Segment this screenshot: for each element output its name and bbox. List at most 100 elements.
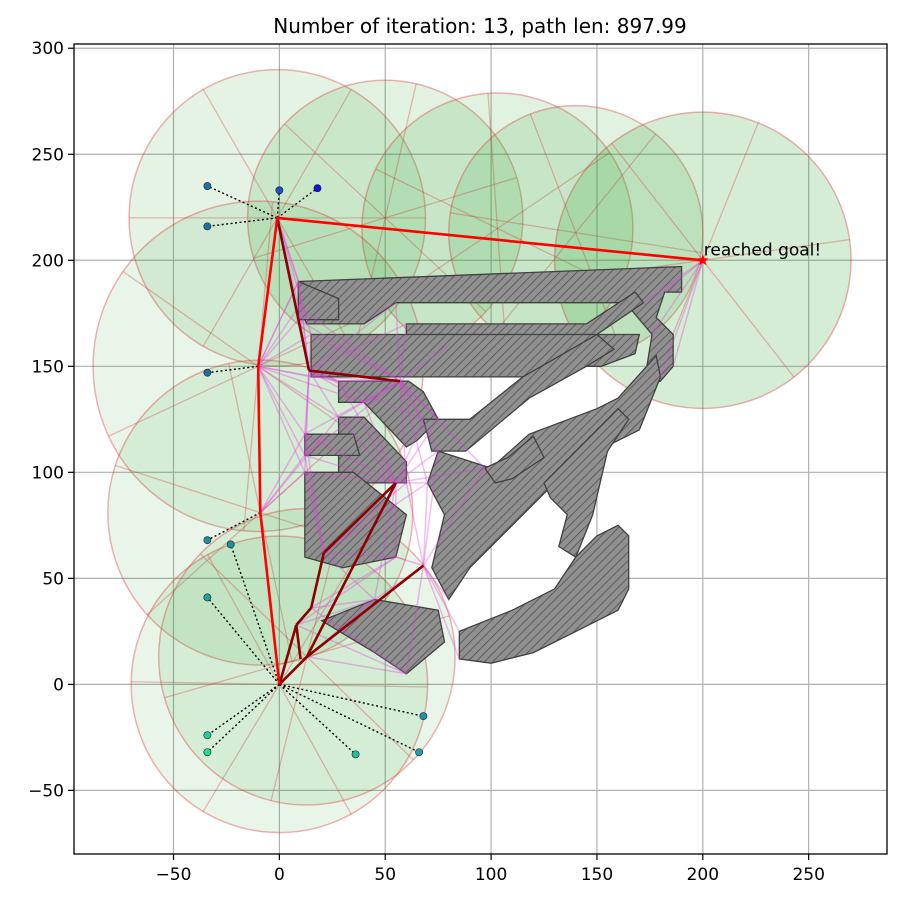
trial-path-88 [308,334,312,371]
sensor-ray-8-0 [199,553,308,658]
trial-path-75 [399,381,408,483]
axes-border [73,43,888,855]
trial-path-92 [308,369,424,421]
sensor-ray-7-2 [202,684,280,812]
x-tick-label-3: 100 [475,865,507,885]
trial-path-83 [308,302,397,372]
y-tick-label-4: 150 [32,357,64,377]
trial-path-87 [308,323,407,372]
trial-path-27 [296,598,375,626]
sensor-ray-6-3 [259,512,293,663]
trial-path-29 [310,556,397,609]
trial-path-68 [399,344,450,382]
x-tick-label-5: 200 [687,865,719,885]
axes-frame [73,43,888,855]
obstacle-1 [297,280,340,321]
trial-path-72 [399,380,439,420]
axis-ticks: −50 0 50 100 150 200 250 −50 0 50 100 150 200 250 300 [28,39,825,885]
trial-path-48 [304,471,396,484]
trial-path-1 [259,433,306,513]
y-tick-label-0: −50 [28,781,64,801]
sample-point-10 [351,750,360,759]
sensor-ray-1-2 [284,123,386,219]
sensor-ray-3-2 [450,212,576,234]
trial-path-90 [308,369,365,404]
trial-path-80 [399,380,429,484]
sensor-ray-2-0 [497,152,611,230]
tree-edge-3 [322,481,397,554]
sensor-ray-8-3 [306,656,414,761]
trial-path-81 [399,380,486,469]
tree-edge-4 [278,655,308,686]
trial-path-93 [304,370,310,435]
chart-title: Number of iteration: 13, path len: 897.9… [273,14,687,38]
best-path-line [256,216,703,685]
trial-path-4 [257,281,300,367]
trial-path-6 [257,281,300,367]
x-tick-label-4: 150 [581,865,613,885]
trial-path-60 [405,565,425,674]
sensor-ray-6-2 [146,512,261,616]
tree-edge-9 [308,369,401,383]
plot-area [92,68,852,834]
sample-point-8 [203,731,212,740]
trial-path-13 [257,365,306,435]
trial-path-20 [276,217,312,335]
x-tick-label-1: 0 [274,865,285,885]
sensor-ray-0-1 [276,89,352,219]
goal-annotation: reached goal! [704,240,821,260]
trial-path-21 [664,259,704,293]
sensor-ray-4-4 [702,259,795,378]
sample-link-2 [276,187,318,219]
trial-path-63 [422,565,461,660]
trial-path-56 [422,451,439,566]
sample-link-8 [206,683,280,736]
trial-path-61 [422,467,486,567]
trial-path-69 [310,333,401,382]
trial-path-52 [373,482,397,600]
trial-path-33 [306,656,407,675]
sensor-ray-4-5 [702,238,850,261]
trial-path-14 [257,365,306,456]
sample-point-3 [203,222,212,231]
trial-path-0 [259,416,340,514]
obstacle-11 [483,435,545,484]
trial-path-79 [399,380,439,452]
sensor-ray-0-2 [202,89,278,219]
tree-edge-2 [309,552,326,609]
trial-path-25 [659,260,704,378]
sensor-ray-1-3 [253,217,386,259]
sensor-ray-4-0 [702,122,759,261]
trial-path-65 [297,306,401,382]
trial-path-58 [422,482,429,566]
obstacle-6 [422,333,615,452]
sensor-ray-3-1 [529,113,577,233]
trial-path-47 [304,454,397,484]
sample-point-1 [275,186,284,195]
trial-path-35 [304,434,325,554]
y-tick-label-1: 0 [53,675,64,695]
sample-point-7 [203,593,212,602]
sample-links [206,185,424,755]
sample-point-11 [415,748,424,757]
trial-path-7 [257,319,299,367]
obstacle-12 [543,407,630,559]
sample-link-6 [230,544,281,685]
trial-path-91 [308,370,340,418]
sensor-ray-8-1 [164,656,308,699]
sensor-ray-5-1 [122,270,259,367]
y-tick-label-7: 300 [32,39,64,59]
trial-path-23 [651,259,704,335]
trial-path-50 [395,450,439,484]
sensor-ray-7-1 [131,681,280,686]
sensor-ray-7-0 [206,554,280,685]
sample-link-11 [279,683,420,753]
trial-paths [257,217,704,675]
sensor-ray-7-4 [279,683,428,688]
sample-point-0 [203,182,212,190]
best-path [256,216,703,685]
sensor-ray-3-0 [575,133,657,234]
sample-link-7 [206,596,280,685]
sensor-ray-7-5 [278,556,357,685]
y-tick-label-6: 250 [32,145,64,165]
